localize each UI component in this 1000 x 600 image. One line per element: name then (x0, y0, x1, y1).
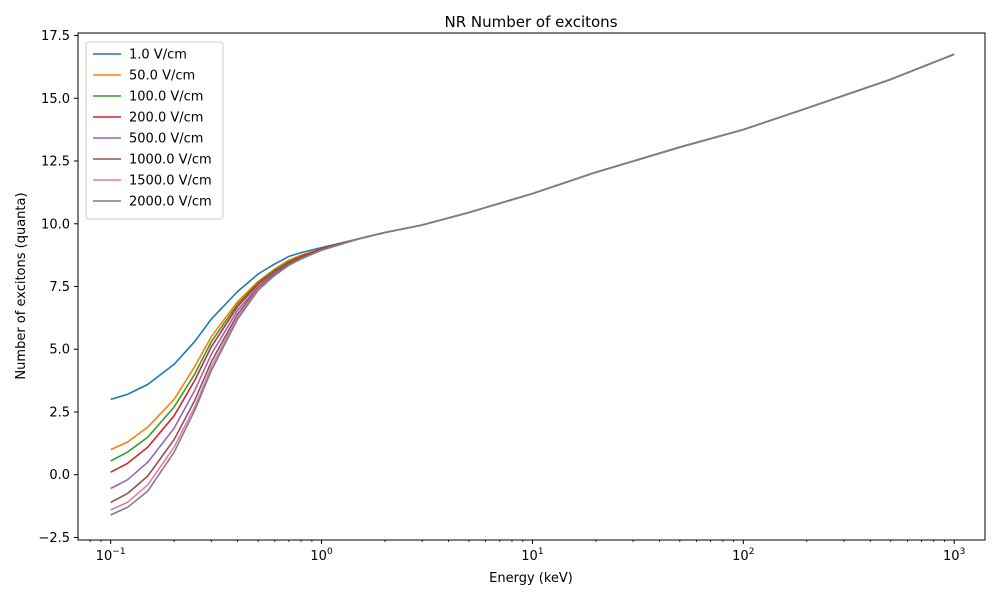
series-line (110, 53, 955, 451)
series-line (110, 53, 955, 462)
y-tick-label: 5.0 (49, 343, 70, 358)
series-line (110, 53, 955, 516)
y-tick-label: 15.0 (41, 92, 70, 107)
y-tick-label: 7.5 (49, 280, 70, 295)
legend-box (85, 41, 224, 220)
legend-label: 2000.0 V/cm (129, 195, 212, 210)
chart-title: NR Number of excitons (444, 13, 617, 31)
legend-label: 50.0 V/cm (129, 69, 195, 84)
legend-label: 1000.0 V/cm (129, 153, 212, 168)
legend-label: 100.0 V/cm (129, 90, 203, 105)
legend-label: 1.0 V/cm (129, 48, 187, 63)
series-line (110, 53, 955, 401)
x-tick-label: 103 (943, 547, 965, 564)
x-tick-label: 100 (310, 547, 333, 564)
x-axis-title: Energy (keV) (489, 571, 573, 586)
y-axis: −2.5 0.0 2.5 5.0 7.5 10.0 12.5 15.0 17.5 (38, 29, 78, 546)
y-tick-label: 12.5 (41, 155, 70, 170)
series-layer (110, 53, 955, 516)
series-line (110, 53, 955, 473)
y-tick-label: 2.5 (49, 405, 70, 420)
legend: 1.0 V/cm 50.0 V/cm 100.0 V/cm 200.0 V/cm 500… (85, 41, 224, 220)
x-tick-label: 101 (521, 547, 543, 564)
y-tick-label: 0.0 (49, 468, 70, 483)
x-tick-label: 102 (732, 547, 754, 564)
series-line (110, 53, 955, 504)
series-line (110, 53, 955, 511)
x-tick-label: 10−1 (96, 547, 126, 564)
y-tick-label: −2.5 (38, 531, 70, 546)
legend-label: 200.0 V/cm (129, 111, 203, 126)
x-axis: 10−1 100 101 102 103 (89, 540, 965, 564)
y-tick-label: 17.5 (41, 29, 70, 44)
y-tick-label: 10.0 (41, 217, 70, 232)
legend-label: 500.0 V/cm (129, 132, 203, 147)
series-line (110, 53, 955, 490)
legend-label: 1500.0 V/cm (129, 174, 212, 189)
y-axis-title: Number of excitons (quanta) (14, 192, 29, 379)
